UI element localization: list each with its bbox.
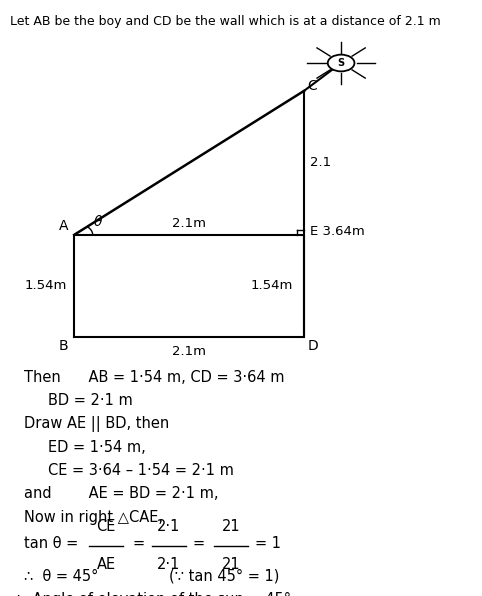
Text: AE: AE (96, 557, 116, 572)
Text: Now in right △CAE,: Now in right △CAE, (24, 510, 163, 524)
Text: θ: θ (94, 215, 102, 229)
Text: tan θ =: tan θ = (24, 536, 79, 551)
Text: (∵ tan 45° = 1): (∵ tan 45° = 1) (169, 569, 279, 584)
Text: Let AB be the boy and CD be the wall which is at a distance of 2.1 m: Let AB be the boy and CD be the wall whi… (10, 15, 441, 28)
Text: 2.1m: 2.1m (172, 345, 206, 358)
Text: E 3.64m: E 3.64m (310, 225, 365, 238)
Text: BD = 2·1 m: BD = 2·1 m (48, 393, 133, 408)
Text: 2·1: 2·1 (157, 557, 180, 572)
Text: 2·1: 2·1 (157, 519, 180, 534)
Text: CE = 3·64 – 1·54 = 2·1 m: CE = 3·64 – 1·54 = 2·1 m (48, 463, 234, 478)
Text: 2.1m: 2.1m (172, 217, 206, 230)
Circle shape (328, 55, 354, 72)
Text: D: D (308, 339, 319, 353)
Text: = 1: = 1 (255, 536, 281, 551)
Text: B: B (59, 339, 68, 353)
Text: Draw AE || BD, then: Draw AE || BD, then (24, 416, 169, 432)
Text: C: C (308, 79, 318, 93)
Text: 21: 21 (222, 519, 241, 534)
Text: A: A (59, 219, 68, 232)
Text: CE: CE (96, 519, 116, 534)
Text: =: = (193, 536, 205, 551)
Text: 21: 21 (222, 557, 241, 572)
Text: Then      AB = 1·54 m, CD = 3·64 m: Then AB = 1·54 m, CD = 3·64 m (24, 370, 284, 384)
Text: ED = 1·54 m,: ED = 1·54 m, (48, 440, 146, 455)
Text: ∴  Angle of elevation of the sun = 45°: ∴ Angle of elevation of the sun = 45° (14, 592, 292, 596)
Text: 2.1: 2.1 (310, 156, 331, 169)
Text: ∴  θ = 45°: ∴ θ = 45° (24, 569, 98, 584)
Text: S: S (337, 58, 345, 68)
Text: =: = (133, 536, 145, 551)
Text: and        AE = BD = 2·1 m,: and AE = BD = 2·1 m, (24, 486, 219, 501)
Text: 1.54m: 1.54m (25, 280, 67, 293)
Text: 1.54m: 1.54m (251, 280, 293, 293)
